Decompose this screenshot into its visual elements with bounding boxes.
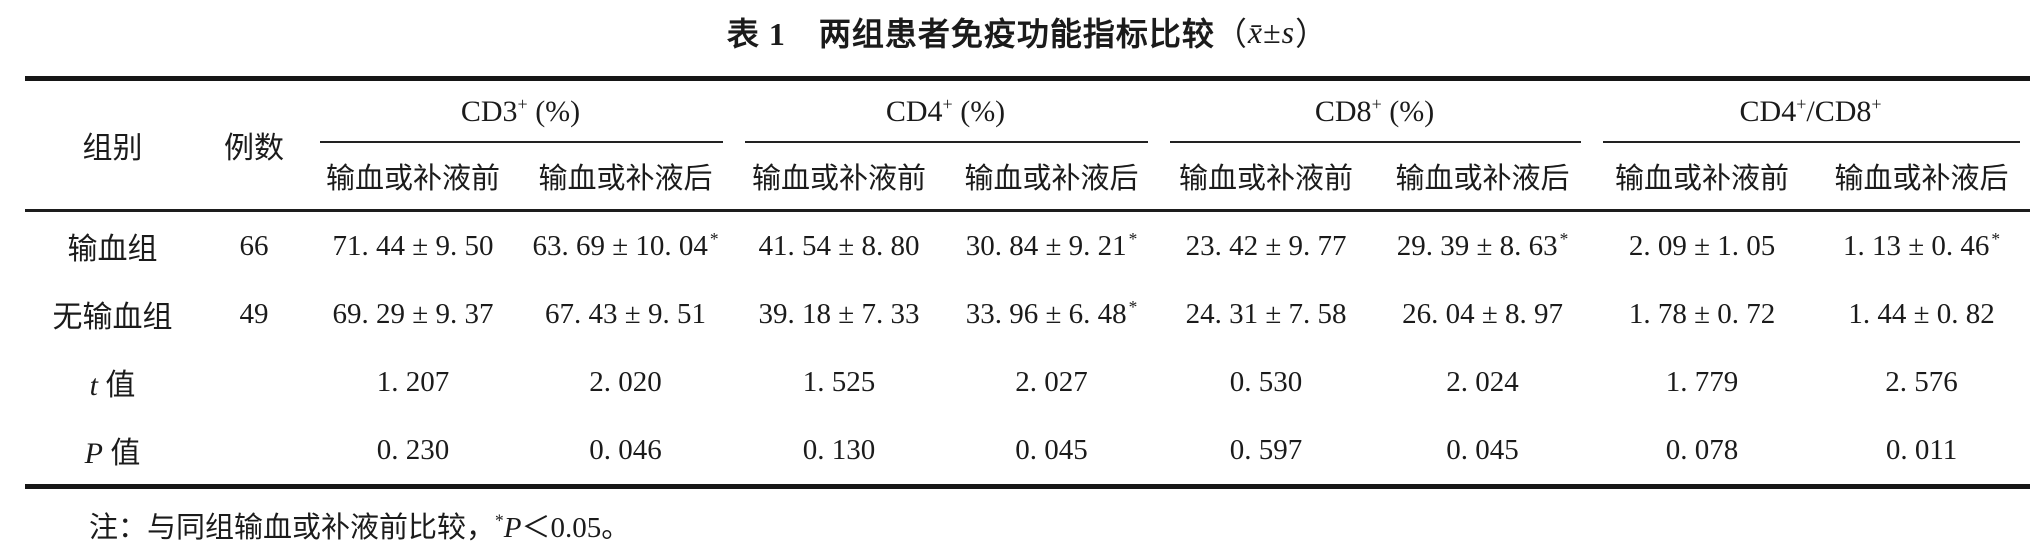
value-cell: 0. 130 <box>802 433 876 466</box>
table-row-p-value: P 值 0. 230 0. 046 0. 130 0. 045 0. 597 0. 045 0… <box>25 416 2030 487</box>
value-cell: 1. 779 <box>1665 365 1739 398</box>
value-cell: 33. 96 ± 6. 48 * <box>965 296 1138 330</box>
table-row-no-transfusion-group: 无输血组 49 69. 29 ± 9. 37 67. 43 ± 9. 51 39. 18… <box>25 280 2030 348</box>
significance-star: * <box>1991 228 2001 249</box>
subheader-cd4-before: 输血或补液前 <box>752 163 927 195</box>
value-cell: 71. 44 ± 9. 50 <box>308 209 518 280</box>
group-header-cd4-cd8-ratio: CD4+/CD8+ <box>1591 79 2030 144</box>
subheader-cd4-after: 输血或补液后 <box>964 163 1139 195</box>
value-cell: 63. 69 ± 10. 04 * <box>518 209 734 280</box>
cell-n-no-transfusion-group: 49 <box>239 297 269 330</box>
cell-n-t-value <box>200 348 308 416</box>
value-cell: 23. 42 ± 9. 77 <box>1158 209 1375 280</box>
significance-star: * <box>709 228 719 249</box>
value-cell: 0. 011 <box>1885 433 1958 466</box>
value-cell: 2. 024 <box>1446 365 1519 398</box>
subheader-cd3-after: 输血或补液后 <box>538 163 713 195</box>
column-header-group: 组别 <box>82 132 143 165</box>
value-cell: 30. 84 ± 9. 21 * <box>945 209 1159 280</box>
table-row-transfusion-group: 输血组 66 71. 44 ± 9. 50 63. 69 ± 10. 04 * 41. 5… <box>25 209 2031 280</box>
subheader-cd8-before: 输血或补液前 <box>1179 163 1354 195</box>
value-cell: 2. 020 <box>589 365 662 398</box>
value-cell: 2. 576 <box>1885 365 1958 398</box>
value-cell: 0. 045 <box>1015 433 1088 466</box>
table-row-t-value: t 值 1. 207 2. 020 1. 525 2. 027 0. 530 2. 024 1… <box>25 348 2030 416</box>
value-cell: 0. 078 <box>1665 433 1739 466</box>
table-title: 表 1 两组患者免疫功能指标比较（x̄ ± s） <box>726 13 1329 53</box>
value-cell: 2. 09 ± 1. 05 <box>1591 209 1814 280</box>
cell-n-p-value <box>200 416 308 487</box>
row-label-transfusion-group: 输血组 <box>25 209 200 280</box>
row-label-no-transfusion-group: 无输血组 <box>52 301 173 334</box>
value-cell: 0. 045 <box>1446 433 1519 466</box>
value-cell: 1. 44 ± 0. 82 <box>1848 297 1995 330</box>
value-cell: 0. 230 <box>376 433 450 466</box>
value-cell: 26. 04 ± 8. 97 <box>1402 297 1563 330</box>
significance-star: * <box>1128 296 1138 317</box>
subheader-cd4-cd8-ratio-before: 输血或补液前 <box>1615 163 1790 195</box>
table-footnote: 注：与同组输血或补液前比较，*P＜0.05。 <box>89 510 631 544</box>
table-header: 组别 例数 CD3+ (%) CD4+ (%) CD8+ (%) CD4+/CD8+ … <box>25 79 2030 211</box>
table-block: 表 1 两组患者免疫功能指标比较（x̄ ± s） 组别 例数 CD3+ (%) CD4… <box>25 0 2031 546</box>
group-header-cd3: CD3+ (%) <box>308 79 733 144</box>
value-cell: 2. 027 <box>1015 365 1088 398</box>
group-header-row: 组别 例数 CD3+ (%) CD4+ (%) CD8+ (%) CD4+/CD8+ <box>25 79 2030 165</box>
value-cell: 67. 43 ± 9. 51 <box>545 297 706 330</box>
group-header-cd8: CD8+ (%) <box>1158 79 1591 144</box>
value-cell: 0. 530 <box>1229 365 1303 398</box>
column-header-n: 例数 <box>224 132 284 165</box>
value-cell: 24. 31 ± 7. 58 <box>1185 297 1347 330</box>
data-table: 组别 例数 CD3+ (%) CD4+ (%) CD8+ (%) CD4+/CD8+ … <box>25 76 2031 489</box>
group-header-cd4: CD4+ (%) <box>733 79 1158 144</box>
value-cell: 1. 525 <box>802 365 876 398</box>
subheader-cd3-before: 输血或补液前 <box>325 163 500 195</box>
value-cell: 29. 39 ± 8. 63 * <box>1374 209 1592 280</box>
row-label-t-value: t 值 <box>89 369 136 402</box>
value-cell: 1. 13 ± 0. 46 * <box>1813 209 2031 280</box>
value-cell: 0. 046 <box>589 433 662 466</box>
cell-n-transfusion-group: 66 <box>200 209 308 280</box>
value-cell: 69. 29 ± 9. 37 <box>332 297 494 330</box>
subheader-cd4-cd8-ratio-after: 输血或补液后 <box>1834 163 2009 195</box>
subheader-cd8-after: 输血或补液后 <box>1395 163 1570 195</box>
value-cell: 39. 18 ± 7. 33 <box>758 297 920 330</box>
value-cell: 0. 597 <box>1229 433 1303 466</box>
value-cell: 1. 207 <box>376 365 450 398</box>
value-cell: 1. 78 ± 0. 72 <box>1628 297 1776 330</box>
subheader-row: 输血或补液前 输血或补液后 输血或补液前 输血或补液后 输血或补液前 输血或补液后 输血或补… <box>25 143 2030 211</box>
value-cell: 41. 54 ± 8. 80 <box>733 209 946 280</box>
table-body: 输血组 66 71. 44 ± 9. 50 63. 69 ± 10. 04 * 41. 5… <box>25 209 2031 487</box>
significance-star: * <box>1559 228 1569 249</box>
row-label-p-value: P 值 <box>84 437 141 470</box>
significance-star: * <box>1128 228 1138 249</box>
